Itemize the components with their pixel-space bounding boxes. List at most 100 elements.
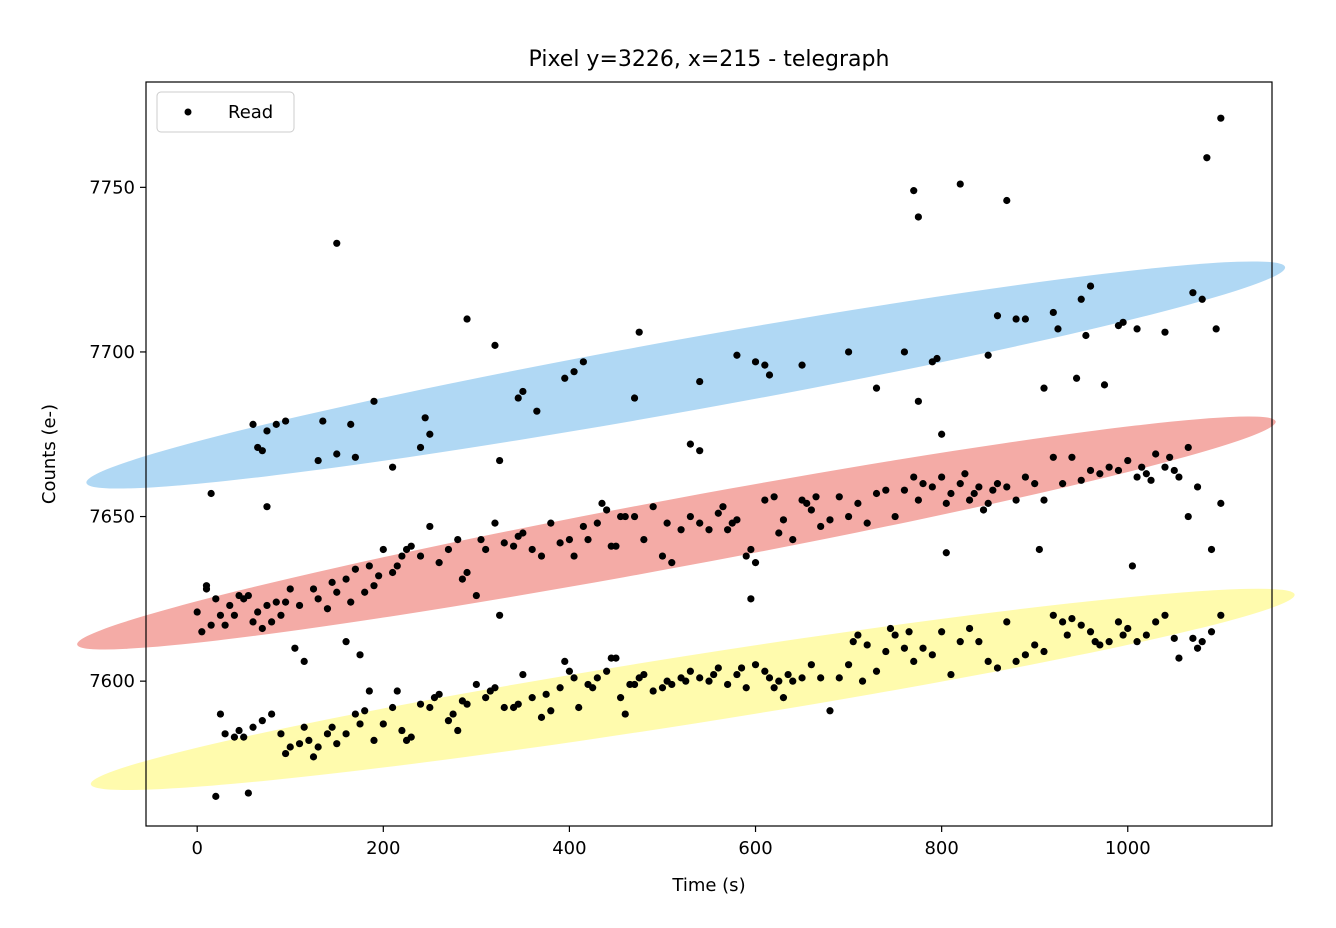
data-point [886,624,895,633]
data-point [807,506,815,514]
data-point [872,667,881,675]
data-point [1124,456,1132,465]
data-point [1086,282,1095,290]
data-point [472,591,480,600]
data-point [1012,315,1020,323]
data-point [1217,611,1225,619]
data-point [826,516,834,524]
data-point [914,397,922,405]
data-point [416,700,425,708]
data-point [314,456,322,465]
y-axis-label: Counts (e-) [39,404,60,504]
data-point [347,420,355,428]
data-point [491,684,499,692]
data-point [733,516,741,524]
data-point [537,713,546,721]
data-point [1003,196,1011,205]
data-point [426,522,434,531]
data-point [249,723,257,731]
data-point [1035,545,1043,554]
data-point [375,572,383,580]
data-point [323,605,332,613]
data-point [938,473,946,481]
data-point [463,568,471,577]
data-point [696,377,704,386]
data-point [491,341,499,349]
data-point [1021,651,1029,659]
data-point [1096,641,1104,649]
data-point [351,565,359,573]
data-point [1193,483,1202,491]
data-point [686,512,694,521]
x-axis-label: Time (s) [671,875,745,896]
data-point [593,519,601,527]
data-point [309,753,318,761]
data-point [537,552,546,560]
x-tick-label: 600 [738,838,772,859]
data-point [747,595,755,603]
data-point [1082,331,1090,340]
data-point [570,674,578,682]
data-point [640,670,648,679]
data-point [482,694,490,702]
data-point [426,430,434,438]
data-point [812,493,820,501]
data-point [365,562,373,570]
data-point [291,644,299,652]
data-point [993,480,1002,488]
data-point [910,473,918,481]
data-point [528,694,536,702]
data-point [970,489,978,498]
data-point [956,180,964,188]
x-tick-label: 200 [366,838,400,859]
data-point [956,638,964,646]
data-point [751,358,760,366]
data-point [616,694,625,702]
data-point [333,588,341,596]
data-point [714,664,722,672]
data-point [449,710,457,718]
data-point [333,450,341,458]
data-point [761,496,769,504]
data-point [1031,641,1039,649]
data-point [263,601,271,610]
data-point [965,624,974,633]
data-point [710,670,718,679]
data-point [1059,618,1067,626]
x-tick-label: 800 [924,838,958,859]
band-blue [86,261,1286,489]
data-point [984,499,992,507]
data-point [435,559,443,567]
data-point [342,730,350,738]
data-point [630,512,639,521]
data-point [984,351,992,359]
data-point [314,595,322,603]
data-point [328,578,336,586]
data-point [1040,496,1048,504]
data-point [207,489,215,498]
data-point [398,552,406,560]
data-point [272,598,280,606]
data-point [496,456,504,465]
data-point [835,493,843,501]
data-point [900,348,909,356]
data-point [309,585,318,593]
data-point [1124,624,1132,633]
data-point [938,430,946,438]
data-point [389,568,397,577]
data-point [216,710,225,718]
data-point [817,522,825,531]
data-point [1207,628,1216,636]
data-point [281,598,290,606]
data-point [370,736,378,745]
data-point [882,486,890,494]
data-point [575,703,583,712]
data-point [514,394,522,402]
data-point [784,670,792,679]
data-point [347,598,355,606]
data-point [463,700,471,708]
data-point [942,499,950,507]
data-point [872,384,881,392]
data-point [1100,381,1109,389]
data-point [854,631,862,639]
